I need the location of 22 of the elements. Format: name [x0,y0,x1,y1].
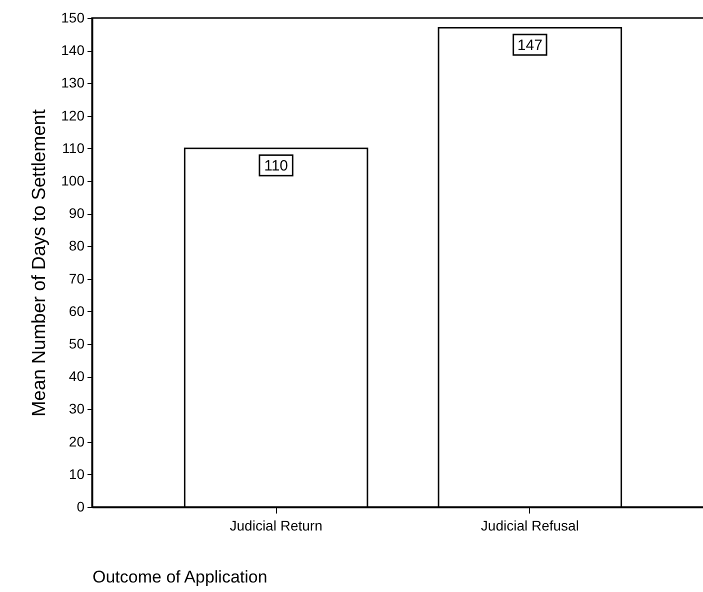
y-tick-label: 120 [61,107,85,124]
y-tick-label: 70 [68,270,85,286]
y-tick-label: 100 [61,172,85,188]
y-tick-label: 130 [61,74,85,91]
x-tick-label: Judicial Refusal [480,518,579,534]
data-label: 110 [264,157,288,174]
y-tick-label: 110 [62,140,85,156]
y-axis-title: Mean Number of Days to Settlement [29,108,50,417]
y-tick-label: 90 [68,205,85,222]
y-tick-label: 150 [61,10,85,26]
x-axis-title: Outcome of Application [92,568,268,586]
y-tick-label: 30 [68,400,85,417]
y-tick-label: 10 [68,466,85,482]
y-tick-label: 40 [68,368,85,384]
data-label: 147 [517,36,542,54]
y-tick-label: 50 [68,336,85,352]
x-tick-label: Judicial Return [230,518,322,534]
y-tick-label: 80 [68,238,85,254]
y-tick-label: 0 [76,498,85,514]
y-tick-label: 20 [68,433,85,450]
y-tick-label: 60 [68,302,85,319]
y-tick-label: 140 [61,42,85,58]
